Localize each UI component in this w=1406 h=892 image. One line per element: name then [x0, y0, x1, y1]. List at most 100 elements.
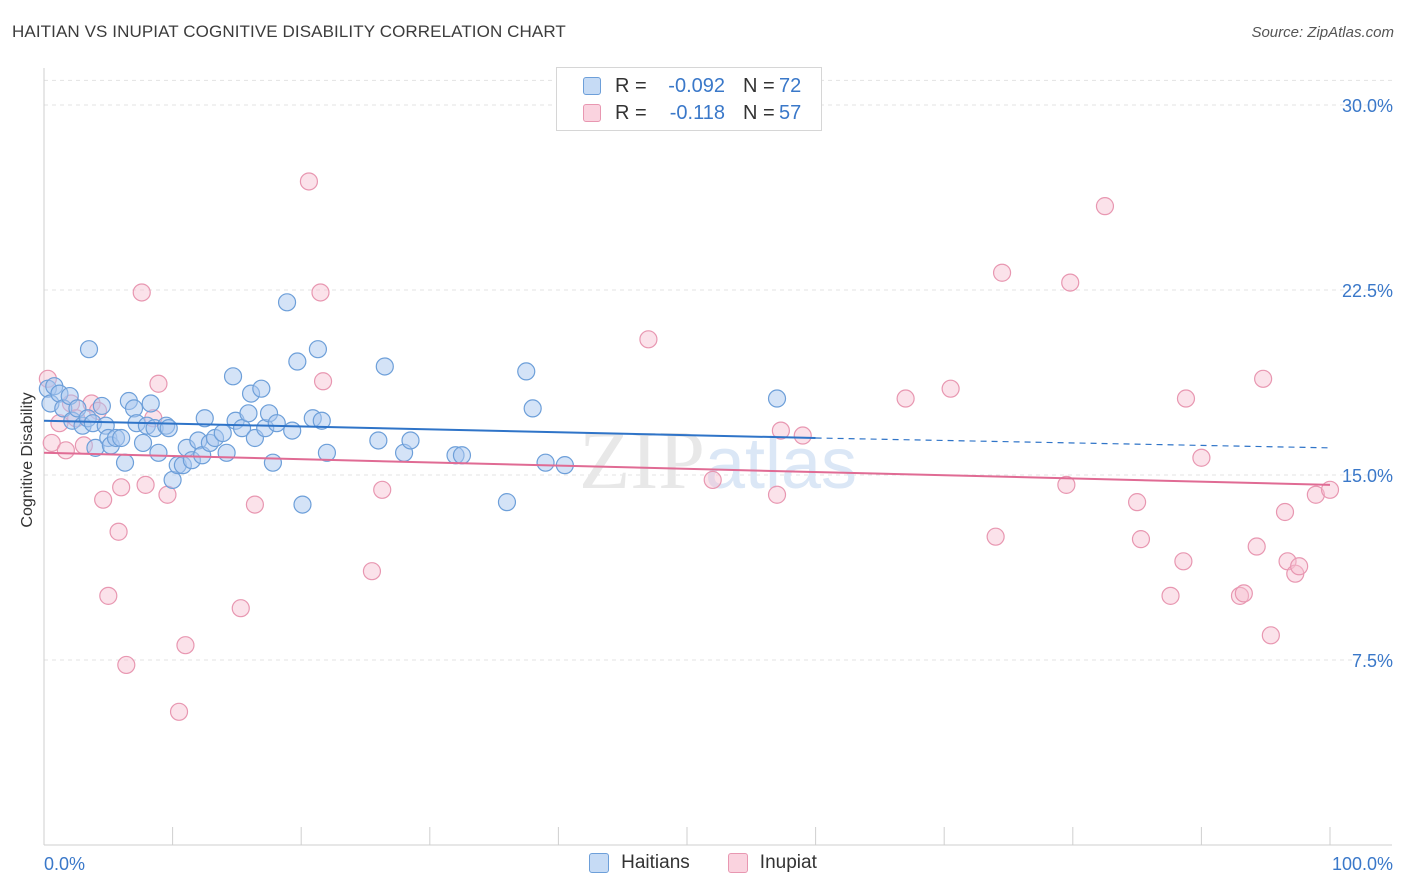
inupiat-point	[1275, 502, 1295, 522]
haitians-point	[133, 433, 153, 453]
legend-row-inupiat: R = -0.118 N = 57	[583, 100, 801, 126]
n-value: 72	[779, 74, 802, 97]
inupiat-point	[1192, 448, 1211, 467]
chart-title: HAITIAN VS INUPIAT COGNITIVE DISABILITY …	[12, 22, 566, 41]
inupiat-point	[313, 372, 333, 391]
r-value: -0.092	[668, 74, 725, 97]
inupiat-point	[1161, 586, 1180, 605]
haitians-trend-extension	[815, 437, 1331, 449]
haitians-point	[517, 362, 536, 381]
inupiat-point	[767, 485, 787, 504]
haitians-point	[369, 431, 388, 450]
haitians-point	[283, 421, 302, 440]
haitians-point	[79, 340, 99, 359]
inupiat-point	[149, 374, 168, 393]
inupiat-point	[136, 475, 155, 494]
inupiat-point	[1261, 626, 1280, 645]
legend-label-inupiat: Inupiat	[759, 852, 817, 873]
inupiat-point	[1290, 557, 1309, 576]
inupiat-point	[112, 478, 131, 497]
legend-item-inupiat: Inupiat	[727, 852, 817, 874]
n-label: N =	[743, 74, 775, 97]
trend-lines	[43, 419, 1331, 486]
haitians-point	[217, 443, 236, 462]
haitians-point	[115, 453, 135, 472]
inupiat-point	[1176, 389, 1196, 408]
haitians-point	[401, 431, 420, 450]
haitians-point	[159, 419, 178, 438]
haitians-point	[288, 352, 307, 371]
legend-item-haitians: Haitians	[589, 852, 690, 874]
inupiat-point	[109, 522, 128, 541]
inupiat-swatch	[583, 104, 601, 122]
haitians-point	[112, 428, 131, 448]
r-label: R =	[615, 101, 647, 124]
haitians-swatch	[583, 77, 601, 95]
y-axis-label: Cognitive Disability	[19, 392, 36, 528]
inupiat-point	[703, 470, 722, 490]
inupiat-point	[94, 490, 113, 509]
inupiat-point	[771, 421, 790, 440]
haitians-point	[317, 443, 337, 462]
haitians-point	[308, 340, 328, 359]
haitians-points	[38, 293, 787, 514]
inupiat-point	[1127, 493, 1147, 512]
haitians-point	[375, 357, 394, 376]
inupiat-point	[132, 283, 151, 302]
inupiat-point	[169, 702, 189, 721]
inupiat-point	[941, 379, 960, 398]
watermark: ZIPatlas	[579, 414, 857, 507]
haitians-point	[536, 453, 555, 472]
y-tick-label: 7.5%	[1352, 651, 1393, 671]
stats-legend: R = -0.092 N = 72 R = -0.118 N = 57	[556, 67, 822, 131]
haitians-swatch	[589, 853, 610, 873]
haitians-point	[523, 399, 542, 418]
n-label: N =	[743, 101, 775, 124]
inupiat-point	[231, 599, 250, 618]
legend-row-haitians: R = -0.092 N = 72	[583, 73, 801, 99]
inupiat-swatch	[727, 853, 748, 873]
inupiat-point	[245, 495, 265, 514]
inupiat-point	[362, 562, 382, 581]
inupiat-point	[42, 433, 61, 453]
series-legend: Haitians Inupiat	[0, 852, 1406, 874]
inupiat-point	[311, 283, 330, 302]
inupiat-point	[1057, 475, 1076, 494]
inupiat-point	[373, 480, 392, 499]
haitians-point	[252, 379, 271, 398]
r-label: R =	[615, 74, 647, 97]
gridlines	[44, 79, 1392, 661]
legend-label-haitians: Haitians	[621, 852, 690, 873]
haitians-point	[149, 443, 168, 462]
inupiat-point	[99, 586, 118, 605]
inupiat-point	[1131, 530, 1151, 549]
inupiat-point	[896, 389, 915, 408]
haitians-point	[267, 414, 286, 433]
inupiat-point	[986, 527, 1005, 546]
haitians-point	[124, 399, 144, 418]
haitians-point	[223, 367, 243, 386]
x-tick-label: 0.0%	[44, 854, 85, 874]
inupiat-point	[1061, 273, 1080, 292]
inupiat-point	[992, 263, 1012, 282]
haitians-point	[195, 409, 214, 428]
haitians-point	[213, 423, 232, 443]
y-tick-label: 30.0%	[1342, 96, 1393, 116]
haitians-trend-line	[43, 419, 816, 439]
watermark-zip: ZIP	[579, 414, 705, 507]
r-value: -0.118	[669, 101, 725, 124]
inupiat-point	[1095, 197, 1115, 216]
x-tick-label: 100.0%	[1332, 854, 1393, 874]
inupiat-trend-line	[43, 451, 1331, 486]
inupiat-point	[299, 172, 319, 191]
haitians-point	[497, 493, 517, 512]
y-tick-label: 22.5%	[1342, 281, 1393, 301]
haitians-point	[277, 293, 297, 312]
source-label: Source: ZipAtlas.com	[1251, 24, 1394, 41]
inupiat-point	[1254, 369, 1273, 388]
haitians-point	[767, 389, 787, 408]
inupiat-point	[1234, 584, 1253, 603]
haitians-point	[293, 495, 312, 514]
tick-labels: 7.5% 15.0% 22.5% 30.0% 0.0% 100.0%	[44, 96, 1393, 874]
